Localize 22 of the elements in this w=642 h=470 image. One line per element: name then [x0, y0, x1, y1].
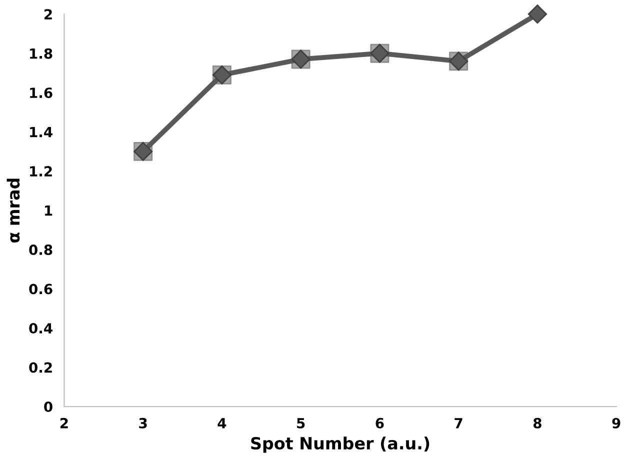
y-tick-label: 1.6	[30, 88, 52, 98]
y-tick-label: 0.2	[29, 362, 52, 373]
y-tick-label: 0.4	[29, 323, 52, 334]
x-tick-label: 9	[612, 418, 620, 428]
x-tick-label: 7	[454, 418, 462, 428]
x-tick-label: 6	[376, 418, 384, 428]
x-tick-label: 5	[297, 418, 305, 428]
y-tick-label: 0.6	[29, 284, 52, 294]
y-tick-label: 0.8	[29, 244, 52, 256]
y-tick-label: 0	[44, 402, 52, 412]
y-tick-label: 1.4	[30, 126, 52, 138]
x-tick-label: 2	[60, 418, 68, 428]
y-tick-label: 2	[44, 9, 52, 20]
y-tick-label: 1	[44, 205, 52, 216]
x-tick-label: 3	[139, 418, 147, 428]
x-axis-title: Spot Number (a.u.)	[251, 436, 430, 453]
y-axis-title: α mrad	[6, 178, 20, 243]
point	[528, 4, 547, 24]
x-tick-label: 4	[218, 418, 226, 428]
y-tick-label: 1.2	[30, 166, 52, 176]
y-tick-label: 1.8	[30, 48, 52, 59]
x-tick-label: 8	[533, 418, 542, 428]
